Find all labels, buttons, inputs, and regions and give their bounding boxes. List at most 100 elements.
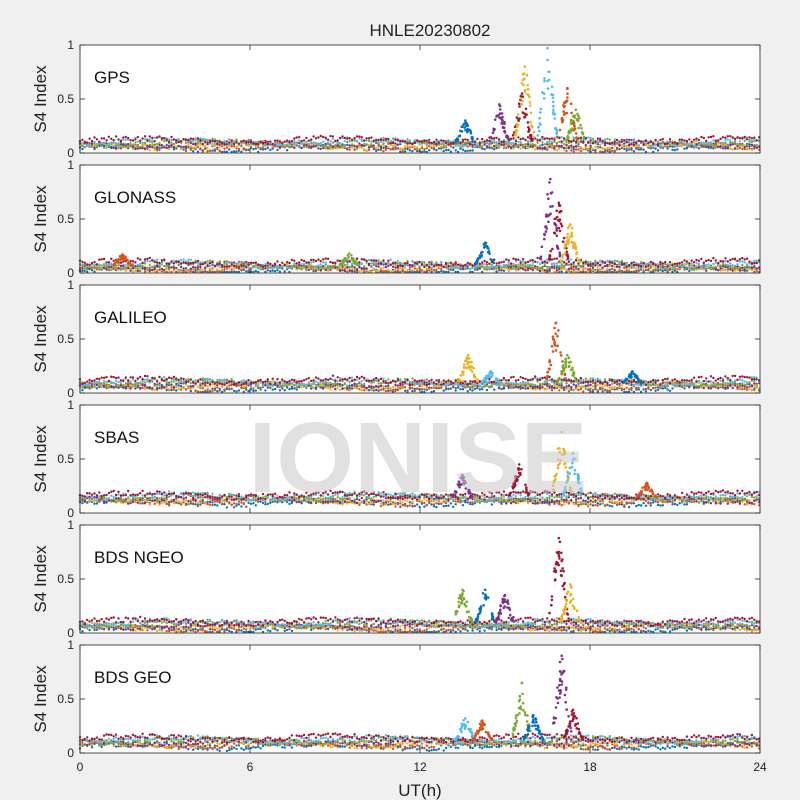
data-point [548,266,551,269]
data-point [363,148,366,151]
data-point [596,265,599,269]
data-point [206,138,209,141]
data-point [584,267,587,270]
data-point [615,142,619,145]
data-point [745,147,749,150]
data-point [389,148,392,151]
data-point [179,259,183,262]
data-point [534,260,537,263]
data-point [659,143,662,146]
data-point [577,140,580,144]
data-point [570,231,574,235]
data-point [700,141,703,144]
data-point [254,147,257,150]
data-point [466,264,469,267]
data-point [360,136,363,139]
data-point [676,148,679,151]
data-point [278,389,282,392]
data-point [264,264,267,268]
data-point [146,147,149,150]
data-point [305,140,308,143]
data-point [526,260,530,264]
data-point [124,263,128,266]
data-point [664,144,667,148]
data-point [654,138,657,142]
data-point [519,142,522,145]
data-point [480,255,483,258]
data-point [261,145,265,148]
data-point [500,269,503,272]
data-point [639,140,643,143]
data-point [491,131,495,135]
data-point [403,389,407,392]
data-point [413,389,416,393]
data-point [134,141,137,144]
data-point [618,269,621,272]
data-point [105,261,108,264]
data-point [269,140,272,143]
data-point [543,269,546,272]
data-point [574,265,578,268]
data-point [461,144,465,148]
data-point [153,260,156,264]
data-point [425,263,428,266]
data-point [423,388,426,391]
data-point [476,259,479,262]
data-point [483,268,486,271]
data-point [623,265,626,268]
data-point [548,137,551,141]
data-point [548,255,552,258]
data-point [529,137,533,141]
data-point [93,140,96,144]
data-point [153,264,156,267]
data-point [471,389,474,392]
data-point [561,254,564,257]
data-point [542,97,546,100]
data-point [608,263,611,266]
data-point [143,143,147,147]
data-point [230,139,233,142]
data-point [112,144,115,147]
data-point [218,260,221,263]
data-point [562,137,566,140]
data-point [533,136,536,139]
data-point [536,266,539,269]
data-point [167,262,171,266]
data-point [379,267,383,270]
data-point [683,142,686,145]
y-axis-label: S4 Index [31,65,50,133]
data-point [527,94,530,97]
data-point [355,135,359,138]
data-point [102,262,106,266]
data-point [541,143,544,147]
data-point [726,264,729,267]
data-point [155,136,159,139]
data-point [259,264,262,267]
data-point [456,144,460,147]
data-point [652,150,655,154]
data-point [690,259,693,262]
data-point [124,145,128,149]
data-point [544,225,548,228]
data-point [676,262,679,265]
data-point [136,140,139,143]
data-point [601,260,604,263]
data-point [608,138,611,141]
data-point [88,143,91,146]
data-point [172,269,176,272]
data-point [509,267,513,271]
data-point [483,266,486,269]
data-point [334,262,337,265]
data-point [131,260,135,263]
data-point [406,140,409,143]
data-point [90,142,94,146]
data-point [570,240,573,244]
data-point [724,268,727,272]
data-point [550,266,554,269]
data-point [526,83,529,87]
data-point [579,149,583,153]
data-point [310,141,313,145]
data-point [230,263,233,266]
data-point [444,148,448,152]
data-point [155,146,159,149]
